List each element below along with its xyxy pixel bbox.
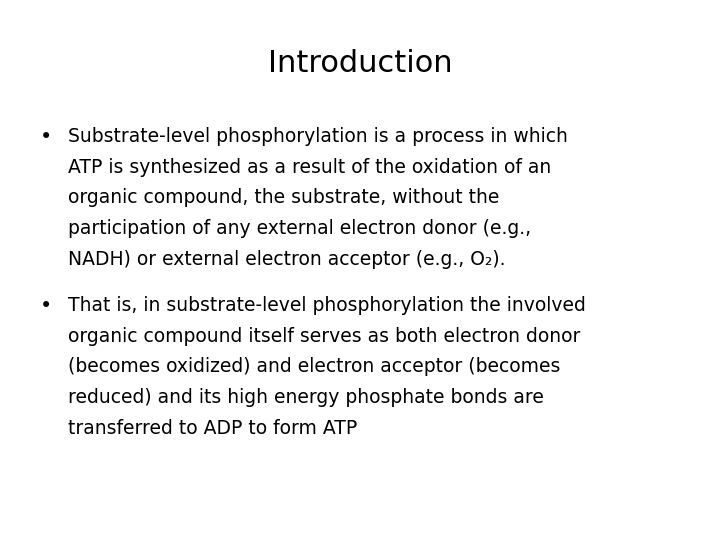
- Text: participation of any external electron donor (e.g.,: participation of any external electron d…: [68, 219, 531, 238]
- Text: ATP is synthesized as a result of the oxidation of an: ATP is synthesized as a result of the ox…: [68, 158, 552, 177]
- Text: Substrate-level phosphorylation is a process in which: Substrate-level phosphorylation is a pro…: [68, 127, 568, 146]
- Text: •: •: [40, 127, 52, 147]
- Text: organic compound, the substrate, without the: organic compound, the substrate, without…: [68, 188, 500, 207]
- Text: reduced) and its high energy phosphate bonds are: reduced) and its high energy phosphate b…: [68, 388, 544, 407]
- Text: NADH) or external electron acceptor (e.g., O₂).: NADH) or external electron acceptor (e.g…: [68, 250, 506, 269]
- Text: Introduction: Introduction: [268, 49, 452, 78]
- Text: •: •: [40, 296, 52, 316]
- Text: That is, in substrate-level phosphorylation the involved: That is, in substrate-level phosphorylat…: [68, 296, 586, 315]
- Text: (becomes oxidized) and electron acceptor (becomes: (becomes oxidized) and electron acceptor…: [68, 357, 561, 376]
- Text: organic compound itself serves as both electron donor: organic compound itself serves as both e…: [68, 327, 581, 346]
- Text: transferred to ADP to form ATP: transferred to ADP to form ATP: [68, 419, 358, 438]
